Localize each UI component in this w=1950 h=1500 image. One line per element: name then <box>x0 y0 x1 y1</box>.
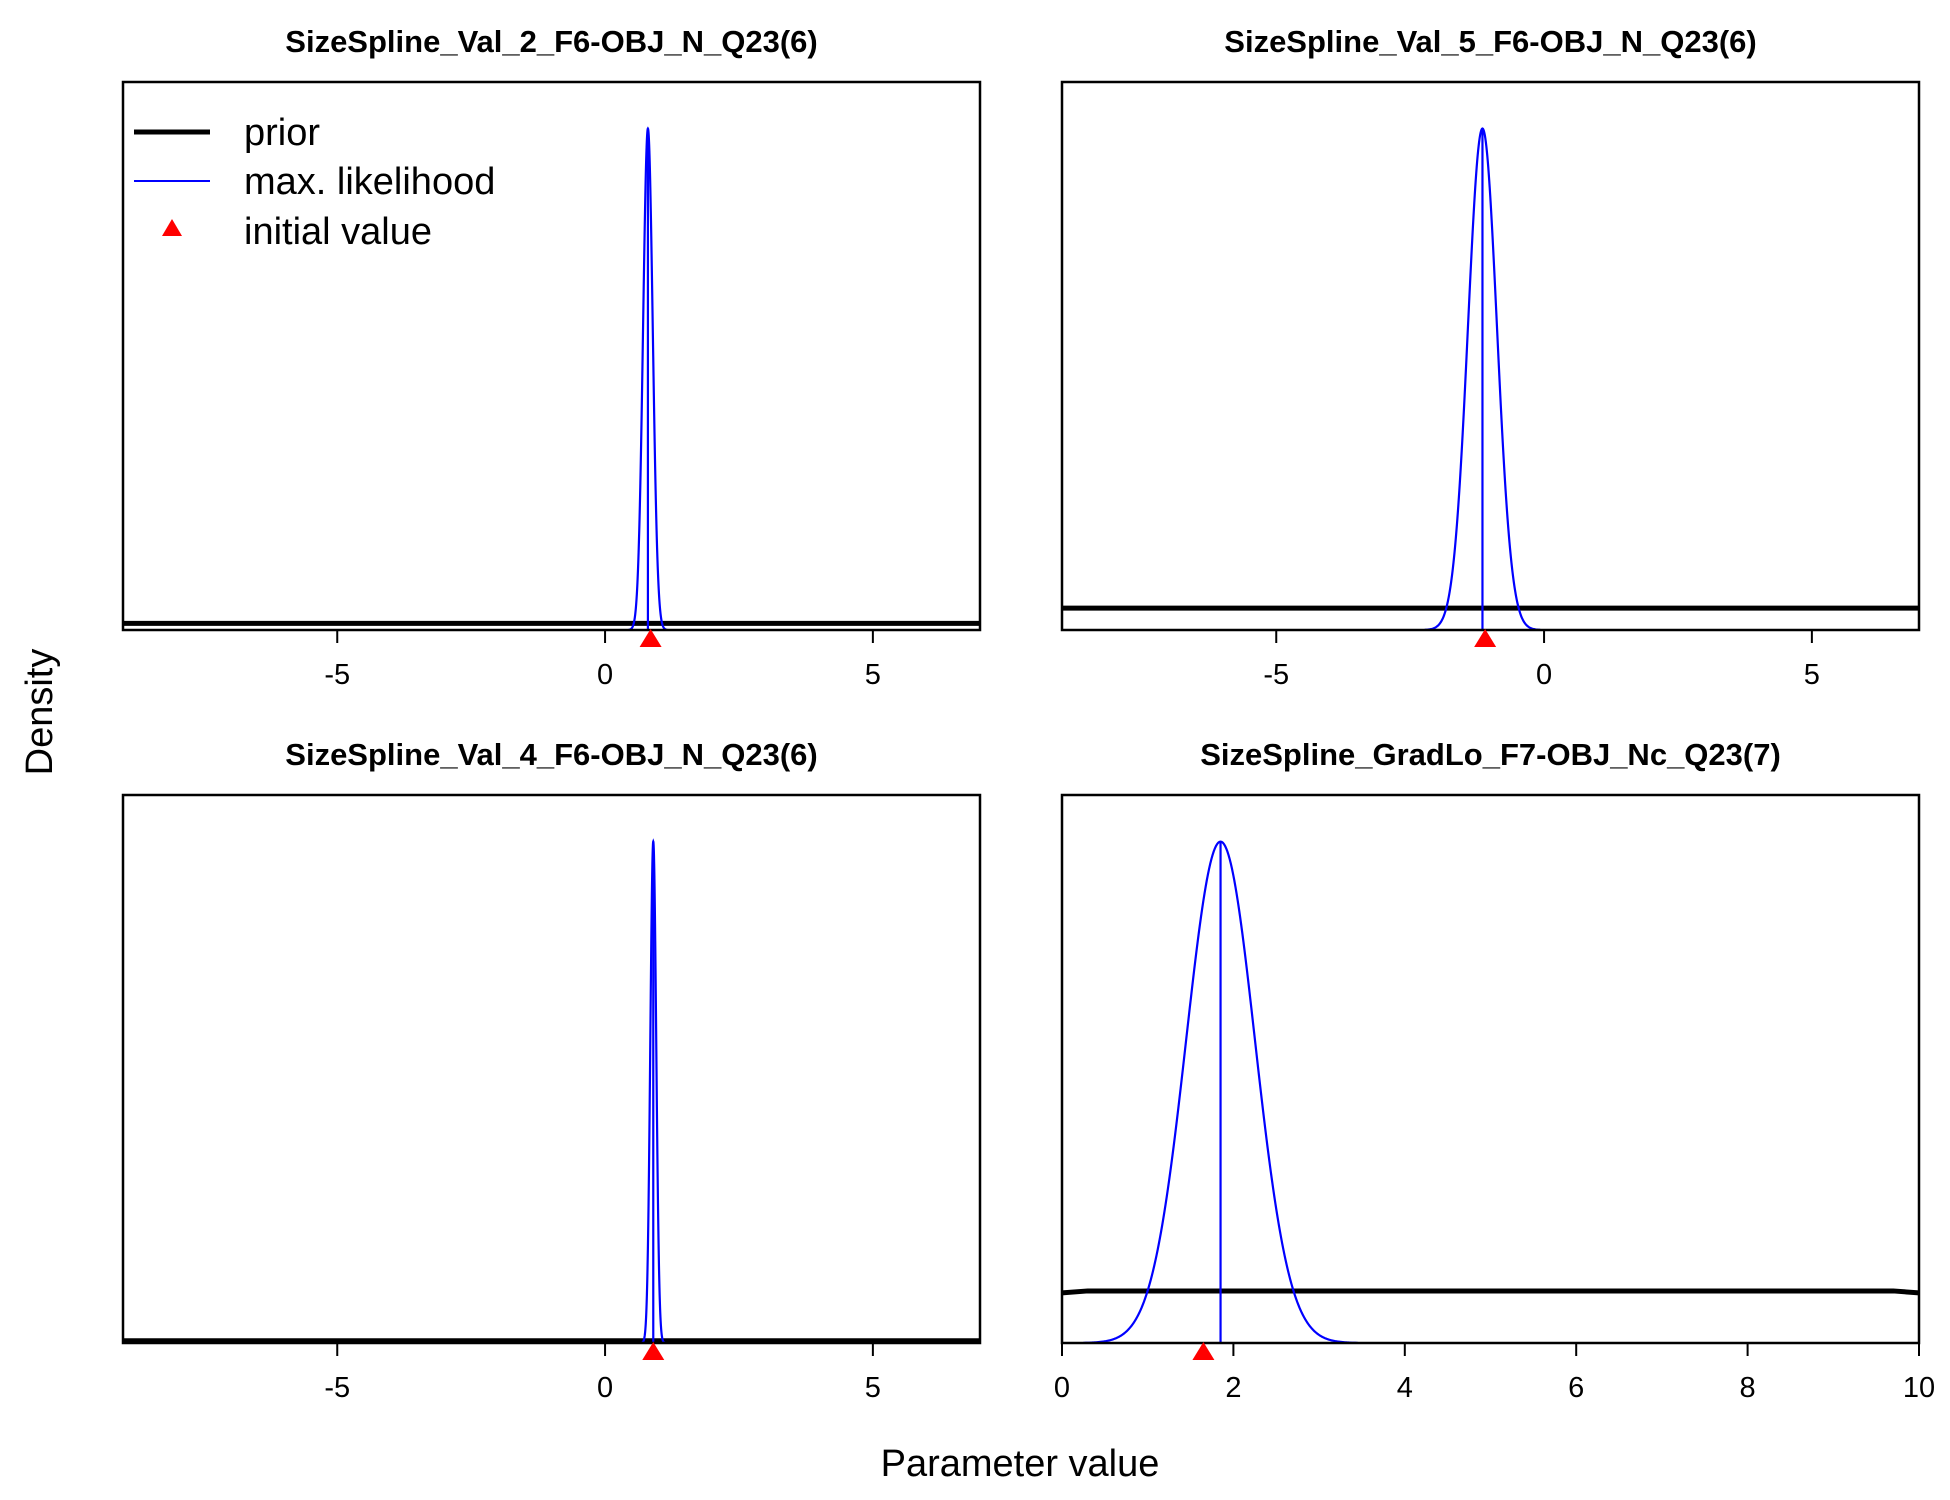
plot-frame <box>1060 793 1921 1345</box>
plot-frame <box>121 80 982 632</box>
legend-mle-label: max. likelihood <box>244 161 495 203</box>
plot-area <box>123 838 980 1343</box>
initial-value-marker <box>639 629 662 647</box>
initial-value-marker <box>1474 629 1497 647</box>
x-tick-label: 8 <box>1740 1372 1756 1404</box>
panel-title: SizeSpline_Val_2_F6-OBJ_N_Q23(6) <box>285 24 817 59</box>
panel-sizespline-val-2: SizeSpline_Val_2_F6-OBJ_N_Q23(6) -5 0 5 <box>121 24 982 691</box>
x-tick-label: 0 <box>597 1372 613 1404</box>
x-tick-label: 5 <box>865 1372 881 1404</box>
x-tick-label: 0 <box>1054 1372 1070 1404</box>
x-tick-label: 0 <box>597 659 613 691</box>
x-tick-label: 5 <box>865 659 881 691</box>
panel-sizespline-val-4: SizeSpline_Val_4_F6-OBJ_N_Q23(6) -5 0 5 <box>121 737 982 1404</box>
prior-line <box>1062 1288 1919 1296</box>
panel-sizespline-val-5: SizeSpline_Val_5_F6-OBJ_N_Q23(6) -5 0 5 <box>1060 24 1921 691</box>
plot-area <box>1062 840 1919 1343</box>
x-tick-label: -5 <box>1263 659 1289 691</box>
legend-prior-label: prior <box>244 112 320 154</box>
panel-title: SizeSpline_Val_4_F6-OBJ_N_Q23(6) <box>285 737 817 772</box>
x-tick-label: 10 <box>1903 1372 1935 1404</box>
x-tick-label: 0 <box>1536 659 1552 691</box>
plot-area <box>123 126 980 630</box>
plot-area <box>1062 127 1919 630</box>
initial-value-marker <box>1192 1342 1215 1360</box>
x-tick-label: 4 <box>1397 1372 1413 1404</box>
x-tick-label: 5 <box>1804 659 1820 691</box>
panel-sizespline-gradlo: SizeSpline_GradLo_F7-OBJ_Nc_Q23(7) 0 2 4 6 8 1… <box>1054 737 1935 1404</box>
x-tick-label: -5 <box>324 659 350 691</box>
y-axis-label: Density <box>19 649 61 776</box>
x-tick-label: 6 <box>1568 1372 1584 1404</box>
x-axis-label: Parameter value <box>881 1443 1160 1485</box>
legend-initial-marker <box>162 219 182 236</box>
panel-title: SizeSpline_Val_5_F6-OBJ_N_Q23(6) <box>1224 24 1756 59</box>
panel-title: SizeSpline_GradLo_F7-OBJ_Nc_Q23(7) <box>1200 737 1781 772</box>
legend-initial-label: initial value <box>244 211 432 253</box>
x-tick-label: -5 <box>324 1372 350 1404</box>
plot-frame <box>121 793 982 1345</box>
plot-frame <box>1060 80 1921 632</box>
legend: prior max. likelihood initial value <box>134 112 495 253</box>
x-tick-label: 2 <box>1225 1372 1241 1404</box>
initial-value-marker <box>642 1342 665 1360</box>
